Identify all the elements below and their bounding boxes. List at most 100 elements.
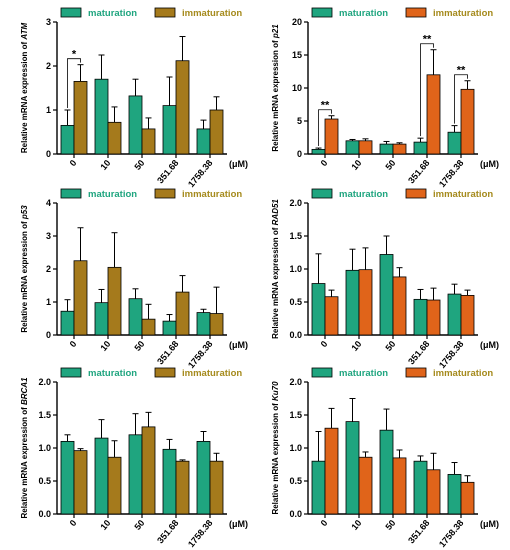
y-tick-label: 2.0 bbox=[38, 377, 51, 387]
x-unit-label: (μM) bbox=[229, 519, 248, 529]
bar-immaturation-2 bbox=[392, 457, 407, 515]
significance-label: * bbox=[72, 49, 77, 61]
legend-swatch-immaturation bbox=[154, 7, 176, 18]
bar-immaturation-0 bbox=[324, 118, 339, 155]
bar-maturation-4 bbox=[196, 128, 211, 155]
y-tick-label: 3 bbox=[46, 17, 51, 27]
legend-label-immaturation: immaturation bbox=[182, 189, 242, 200]
x-tick-label: 50 bbox=[132, 158, 146, 172]
x-tick-label: 1758.38 bbox=[186, 518, 215, 549]
x-tick-label: 50 bbox=[132, 339, 146, 353]
bar-immaturation-4 bbox=[209, 313, 224, 336]
x-tick-label: 50 bbox=[383, 518, 397, 532]
x-tick-label: 10 bbox=[98, 339, 112, 353]
y-tick-label: 4 bbox=[46, 198, 51, 208]
x-tick-label: 1758.38 bbox=[437, 158, 466, 189]
x-tick-label: 10 bbox=[98, 518, 112, 532]
bar-maturation-1 bbox=[94, 78, 109, 155]
y-tick-label: 0.5 bbox=[289, 476, 302, 486]
bar-maturation-3 bbox=[413, 141, 428, 155]
bar-immaturation-1 bbox=[358, 456, 373, 515]
y-tick-label: 3 bbox=[46, 231, 51, 241]
significance-bracket bbox=[420, 43, 434, 137]
y-tick-label: 1 bbox=[46, 297, 51, 307]
legend-label-maturation: maturation bbox=[339, 8, 388, 19]
x-tick-label: 351.68 bbox=[155, 339, 180, 367]
y-tick-label: 1.0 bbox=[289, 264, 302, 274]
bar-immaturation-0 bbox=[73, 81, 88, 155]
legend-label-immaturation: immaturation bbox=[433, 8, 493, 19]
bar-maturation-2 bbox=[379, 143, 394, 155]
x-unit-label: (μM) bbox=[480, 340, 499, 350]
bar-maturation-3 bbox=[413, 298, 428, 336]
y-axis-label: Relative mRNA expression of p53 bbox=[20, 205, 29, 333]
bar-maturation-1 bbox=[345, 421, 360, 515]
legend-swatch-immaturation bbox=[405, 7, 427, 18]
y-axis-label-prefix: Relative mRNA expression of bbox=[20, 219, 29, 333]
bar-maturation-1 bbox=[94, 302, 109, 336]
bar-immaturation-4 bbox=[460, 294, 475, 336]
legend-label-immaturation: immaturation bbox=[433, 189, 493, 200]
y-tick-label: 2 bbox=[46, 264, 51, 274]
x-tick-label: 0 bbox=[68, 339, 79, 349]
legend-swatch-maturation bbox=[311, 367, 333, 378]
bar-immaturation-1 bbox=[107, 266, 122, 336]
y-tick-label: 1 bbox=[46, 105, 51, 115]
y-axis-label: Relative mRNA expression of ATM bbox=[20, 23, 29, 154]
y-tick-label: 0 bbox=[46, 149, 51, 159]
significance-label: ** bbox=[457, 65, 466, 77]
legend-swatch-maturation bbox=[311, 188, 333, 199]
bar-immaturation-3 bbox=[175, 460, 190, 515]
bar-maturation-1 bbox=[94, 437, 109, 515]
bar-immaturation-3 bbox=[426, 469, 441, 515]
chart-panel-p21: 0 5 10 15 20 Relative mRNA expression of p21 0… bbox=[271, 7, 499, 189]
y-axis-label: Relative mRNA expression of p21 bbox=[271, 24, 280, 152]
bar-immaturation-1 bbox=[358, 140, 373, 155]
bar-immaturation-4 bbox=[460, 88, 475, 155]
y-tick-label: 0 bbox=[297, 149, 302, 159]
x-unit-label: (μM) bbox=[229, 340, 248, 350]
x-tick-label: 1758.38 bbox=[437, 518, 466, 549]
legend-swatch-immaturation bbox=[405, 367, 427, 378]
y-tick-label: 2 bbox=[46, 61, 51, 71]
x-tick-label: 1758.38 bbox=[186, 158, 215, 189]
bar-immaturation-2 bbox=[141, 426, 156, 515]
bar-immaturation-0 bbox=[73, 450, 88, 515]
bar-immaturation-0 bbox=[324, 427, 339, 515]
x-tick-label: 351.68 bbox=[155, 518, 180, 546]
y-axis-label-gene: p21 bbox=[271, 24, 280, 39]
x-tick-label: 351.68 bbox=[406, 339, 431, 367]
bar-maturation-3 bbox=[162, 320, 177, 336]
x-tick-label: 50 bbox=[383, 158, 397, 172]
y-axis-label-gene: p53 bbox=[20, 205, 29, 220]
y-axis-label-gene: ATM bbox=[20, 23, 29, 41]
bar-immaturation-3 bbox=[175, 291, 190, 336]
bar-maturation-0 bbox=[311, 148, 326, 155]
bar-immaturation-4 bbox=[460, 481, 475, 515]
chart-panel-rad51: 0.0 0.5 1.0 1.5 2.0 Relative mRNA expression … bbox=[271, 188, 499, 370]
bar-maturation-3 bbox=[162, 448, 177, 515]
bar-maturation-2 bbox=[379, 254, 394, 336]
legend-swatch-maturation bbox=[60, 7, 82, 18]
bar-maturation-0 bbox=[60, 125, 75, 155]
legend-label-immaturation: immaturation bbox=[182, 368, 242, 379]
bar-maturation-1 bbox=[345, 269, 360, 336]
bar-immaturation-2 bbox=[141, 128, 156, 155]
legend-swatch-maturation bbox=[311, 7, 333, 18]
bar-immaturation-4 bbox=[209, 460, 224, 515]
bar-maturation-0 bbox=[60, 310, 75, 336]
y-axis-label: Relative mRNA expression of Ku70 bbox=[271, 381, 280, 515]
bar-immaturation-3 bbox=[175, 60, 190, 155]
y-tick-label: 0 bbox=[46, 330, 51, 340]
y-tick-label: 5 bbox=[297, 116, 302, 126]
x-tick-label: 10 bbox=[349, 339, 363, 353]
y-tick-label: 1.0 bbox=[38, 443, 51, 453]
y-tick-label: 1.0 bbox=[289, 443, 302, 453]
y-tick-label: 15 bbox=[292, 50, 302, 60]
bar-immaturation-3 bbox=[426, 299, 441, 336]
bar-maturation-0 bbox=[311, 460, 326, 515]
bar-maturation-2 bbox=[128, 298, 143, 336]
significance-bracket bbox=[454, 74, 468, 124]
x-tick-label: 0 bbox=[319, 339, 330, 349]
bar-immaturation-4 bbox=[209, 109, 224, 155]
